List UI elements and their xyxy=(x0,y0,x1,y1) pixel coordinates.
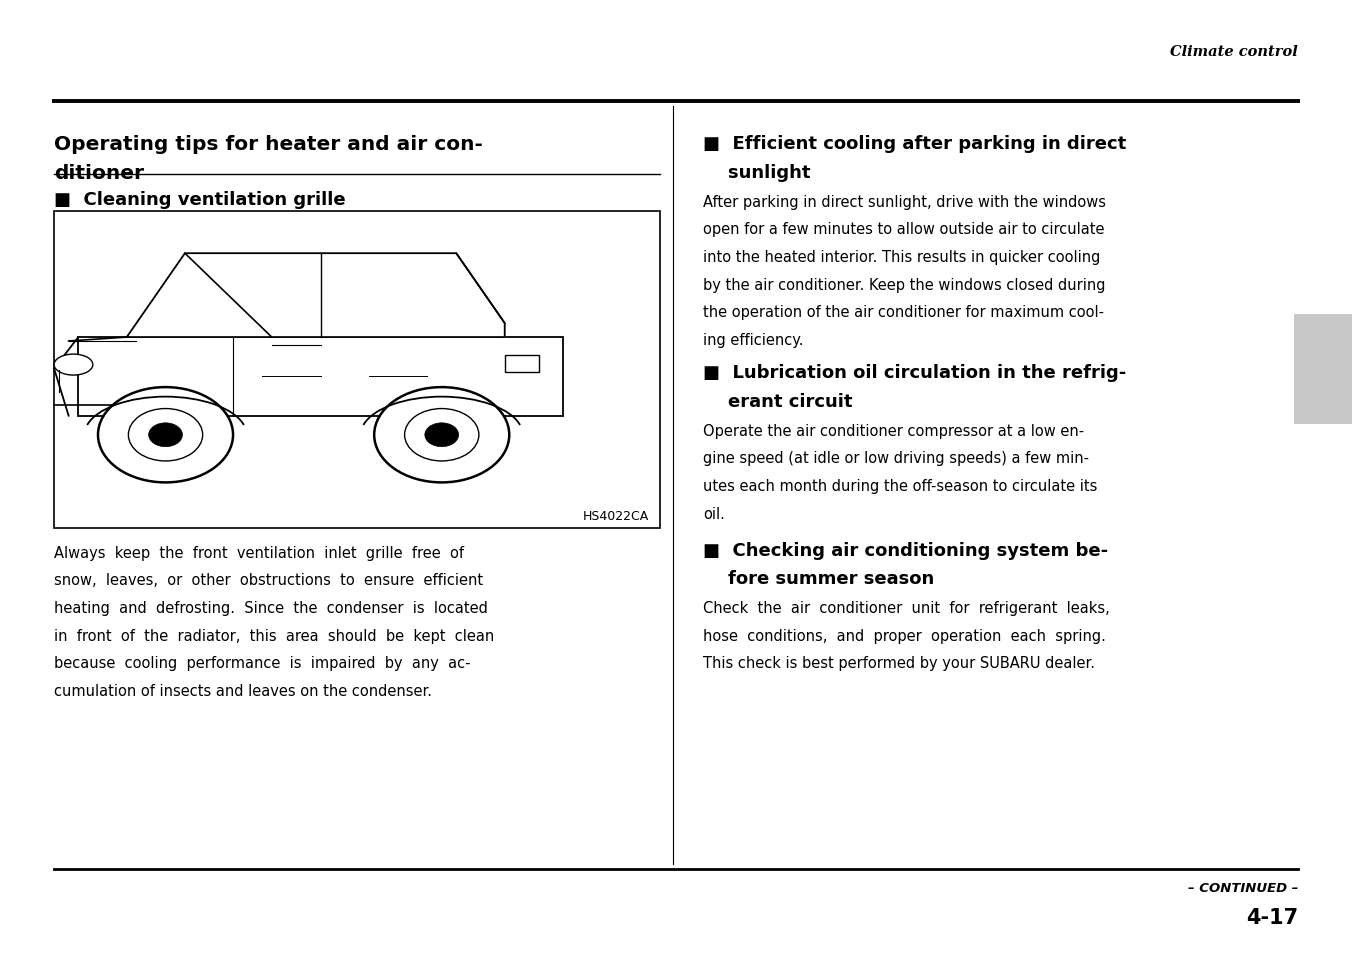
Text: oil.: oil. xyxy=(703,506,725,521)
Bar xyxy=(1294,314,1352,424)
Circle shape xyxy=(97,388,233,483)
Text: ■  Checking air conditioning system be-: ■ Checking air conditioning system be- xyxy=(703,541,1109,559)
Text: – CONTINUED –: – CONTINUED – xyxy=(1187,882,1298,895)
Text: by the air conditioner. Keep the windows closed during: by the air conditioner. Keep the windows… xyxy=(703,277,1106,293)
Text: This check is best performed by your SUBARU dealer.: This check is best performed by your SUB… xyxy=(703,656,1095,671)
Bar xyxy=(54,212,660,529)
Circle shape xyxy=(149,423,183,447)
Text: cumulation of insects and leaves on the condenser.: cumulation of insects and leaves on the … xyxy=(54,683,433,699)
Text: into the heated interior. This results in quicker cooling: into the heated interior. This results i… xyxy=(703,250,1101,265)
Text: ing efficiency.: ing efficiency. xyxy=(703,333,803,348)
Text: in  front  of  the  radiator,  this  area  should  be  kept  clean: in front of the radiator, this area shou… xyxy=(54,628,495,643)
Bar xyxy=(504,355,538,373)
Text: open for a few minutes to allow outside air to circulate: open for a few minutes to allow outside … xyxy=(703,222,1105,237)
Circle shape xyxy=(404,409,479,461)
Text: Check  the  air  conditioner  unit  for  refrigerant  leaks,: Check the air conditioner unit for refri… xyxy=(703,600,1110,616)
Bar xyxy=(78,337,562,416)
Text: erant circuit: erant circuit xyxy=(703,393,853,411)
Text: heating  and  defrosting.  Since  the  condenser  is  located: heating and defrosting. Since the conden… xyxy=(54,600,488,616)
Ellipse shape xyxy=(54,355,93,375)
Text: sunlight: sunlight xyxy=(703,164,811,182)
Text: because  cooling  performance  is  impaired  by  any  ac-: because cooling performance is impaired … xyxy=(54,656,470,671)
Circle shape xyxy=(375,388,510,483)
Text: HS4022CA: HS4022CA xyxy=(583,509,649,522)
Text: Operate the air conditioner compressor at a low en-: Operate the air conditioner compressor a… xyxy=(703,423,1084,438)
Text: hose  conditions,  and  proper  operation  each  spring.: hose conditions, and proper operation ea… xyxy=(703,628,1106,643)
Text: snow,  leaves,  or  other  obstructions  to  ensure  efficient: snow, leaves, or other obstructions to e… xyxy=(54,573,483,588)
Text: the operation of the air conditioner for maximum cool-: the operation of the air conditioner for… xyxy=(703,305,1105,320)
Text: ditioner: ditioner xyxy=(54,164,145,183)
Text: fore summer season: fore summer season xyxy=(703,570,934,588)
Text: utes each month during the off-season to circulate its: utes each month during the off-season to… xyxy=(703,478,1098,494)
Text: ■  Lubrication oil circulation in the refrig-: ■ Lubrication oil circulation in the ref… xyxy=(703,364,1126,382)
Circle shape xyxy=(128,409,203,461)
Text: gine speed (at idle or low driving speeds) a few min-: gine speed (at idle or low driving speed… xyxy=(703,451,1090,466)
Text: ■  Efficient cooling after parking in direct: ■ Efficient cooling after parking in dir… xyxy=(703,135,1126,153)
Circle shape xyxy=(425,423,458,447)
Text: 4-17: 4-17 xyxy=(1245,907,1298,927)
Text: Climate control: Climate control xyxy=(1171,45,1298,59)
Polygon shape xyxy=(127,253,504,337)
Text: Always  keep  the  front  ventilation  inlet  grille  free  of: Always keep the front ventilation inlet … xyxy=(54,545,464,560)
Text: ■  Cleaning ventilation grille: ■ Cleaning ventilation grille xyxy=(54,191,346,209)
Text: Operating tips for heater and air con-: Operating tips for heater and air con- xyxy=(54,135,483,154)
Text: After parking in direct sunlight, drive with the windows: After parking in direct sunlight, drive … xyxy=(703,194,1106,210)
